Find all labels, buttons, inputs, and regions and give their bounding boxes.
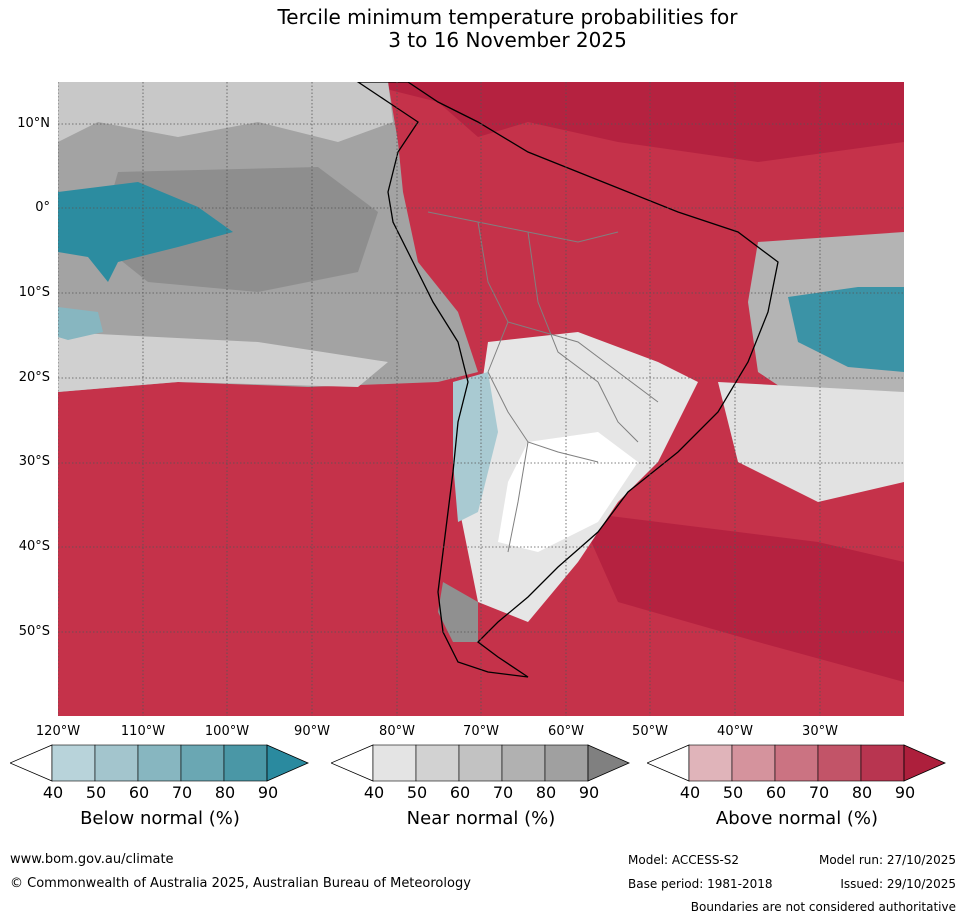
above-normal-region-north — [358, 82, 904, 162]
colorbar-above-label: Above normal (%) — [715, 808, 879, 829]
colorbar-above-tick: 70 — [808, 783, 830, 802]
colorbar-above-segment — [817, 744, 862, 782]
colorbar-near-tick: 40 — [363, 783, 385, 802]
colorbar-above-tick: 50 — [722, 783, 744, 802]
colorbar-above-segment — [774, 744, 819, 782]
near-normal-region-pacific-north — [58, 82, 393, 142]
colorbar-near-tick: 50 — [406, 783, 428, 802]
lon-label-60w: 60°W — [548, 724, 584, 739]
lat-label-30s: 30°S — [18, 454, 50, 469]
colorbar-below-normal — [10, 744, 309, 782]
colorbar-near-tick: 60 — [449, 783, 471, 802]
colorbar-below-segment — [223, 744, 268, 782]
lat-label-10n: 10°N — [17, 116, 50, 131]
colorbar-near-tick: 70 — [492, 783, 514, 802]
colorbar-below-tick: 70 — [171, 783, 193, 802]
lat-label-40s: 40°S — [18, 539, 50, 554]
colorbar-below-segment — [137, 744, 182, 782]
colorbar-below-tick: 40 — [42, 783, 64, 802]
colorbar-above-segment — [860, 744, 905, 782]
chart-title-line2: 3 to 16 November 2025 — [388, 28, 627, 52]
colorbar-below-tick: 90 — [257, 783, 279, 802]
lon-label-30w: 30°W — [802, 724, 838, 739]
chart-title-line1: Tercile minimum temperature probabilitie… — [277, 5, 738, 29]
colorbar-below-arrow-left — [10, 744, 53, 782]
colorbar-above-normal — [647, 744, 946, 782]
colorbar-below-segment — [180, 744, 225, 782]
below-normal-region-atlantic — [788, 287, 904, 372]
footer-issued: Issued: 29/10/2025 — [840, 877, 956, 891]
colorbar-near-tick: 90 — [578, 783, 600, 802]
colorbar-above-tick: 60 — [765, 783, 787, 802]
colorbar-below-arrow-right — [266, 744, 309, 782]
lon-label-50w: 50°W — [632, 724, 668, 739]
colorbar-below-label: Below normal (%) — [80, 808, 240, 829]
colorbar-near-segment — [372, 744, 417, 782]
lat-label-10s: 10°S — [18, 285, 50, 300]
colorbar-near-segment — [501, 744, 546, 782]
footer-model: Model: ACCESS-S2 — [628, 853, 740, 867]
colorbar-below-tick: 80 — [214, 783, 236, 802]
colorbar-near-normal — [331, 744, 630, 782]
colorbar-near-segment — [415, 744, 460, 782]
lon-label-120w: 120°W — [35, 724, 81, 739]
colorbar-above-arrow-left — [647, 744, 690, 782]
colorbar-above-arrow-right — [903, 744, 946, 782]
colorbar-above-tick: 90 — [894, 783, 916, 802]
lon-label-90w: 90°W — [294, 724, 330, 739]
above-normal-region-southatlantic — [578, 512, 904, 682]
colorbar-near-segment — [458, 744, 503, 782]
colorbar-below-tick: 50 — [85, 783, 107, 802]
country-boundaries — [427, 211, 659, 553]
colorbar-below-tick: 60 — [128, 783, 150, 802]
colorbar-above-segment — [731, 744, 776, 782]
probability-map — [58, 82, 904, 716]
colorbar-near-arrow-left — [331, 744, 374, 782]
footer-disclaimer: Boundaries are not considered authoritat… — [690, 900, 956, 914]
lon-label-110w: 110°W — [120, 724, 166, 739]
footer-base-period: Base period: 1981-2018 — [628, 877, 773, 891]
near-normal-region-atlantic-south — [718, 382, 904, 502]
lat-label-20s: 20°S — [18, 370, 50, 385]
no-dominant-region-continent — [498, 432, 638, 552]
footer-copyright: © Commonwealth of Australia 2025, Austra… — [10, 876, 471, 891]
colorbar-near-arrow-right — [587, 744, 630, 782]
near-normal-region-patagonia — [438, 582, 478, 642]
graticule — [58, 82, 904, 716]
below-normal-region-pacific — [58, 182, 233, 282]
lat-label-0: 0° — [35, 200, 50, 215]
near-normal-region-pacific-south — [58, 332, 388, 392]
map-canvas — [58, 82, 904, 716]
colorbar-above-tick: 80 — [851, 783, 873, 802]
lon-label-80w: 80°W — [379, 724, 415, 739]
colorbar-near-tick: 80 — [535, 783, 557, 802]
lon-label-70w: 70°W — [463, 724, 499, 739]
footer-url: www.bom.gov.au/climate — [10, 852, 174, 867]
colorbar-near-label: Near normal (%) — [406, 808, 556, 829]
below-normal-region-pacific-small — [58, 307, 103, 340]
colorbar-above-tick: 40 — [679, 783, 701, 802]
colorbar-near-segment — [544, 744, 589, 782]
colorbar-below-segment — [51, 744, 96, 782]
coastline — [356, 82, 779, 678]
lon-label-100w: 100°W — [204, 724, 250, 739]
footer-model-run: Model run: 27/10/2025 — [818, 853, 956, 867]
colorbar-below-segment — [94, 744, 139, 782]
below-normal-region-andes — [453, 372, 498, 522]
colorbar-above-segment — [688, 744, 733, 782]
lat-label-50s: 50°S — [18, 624, 50, 639]
lon-label-40w: 40°W — [717, 724, 753, 739]
